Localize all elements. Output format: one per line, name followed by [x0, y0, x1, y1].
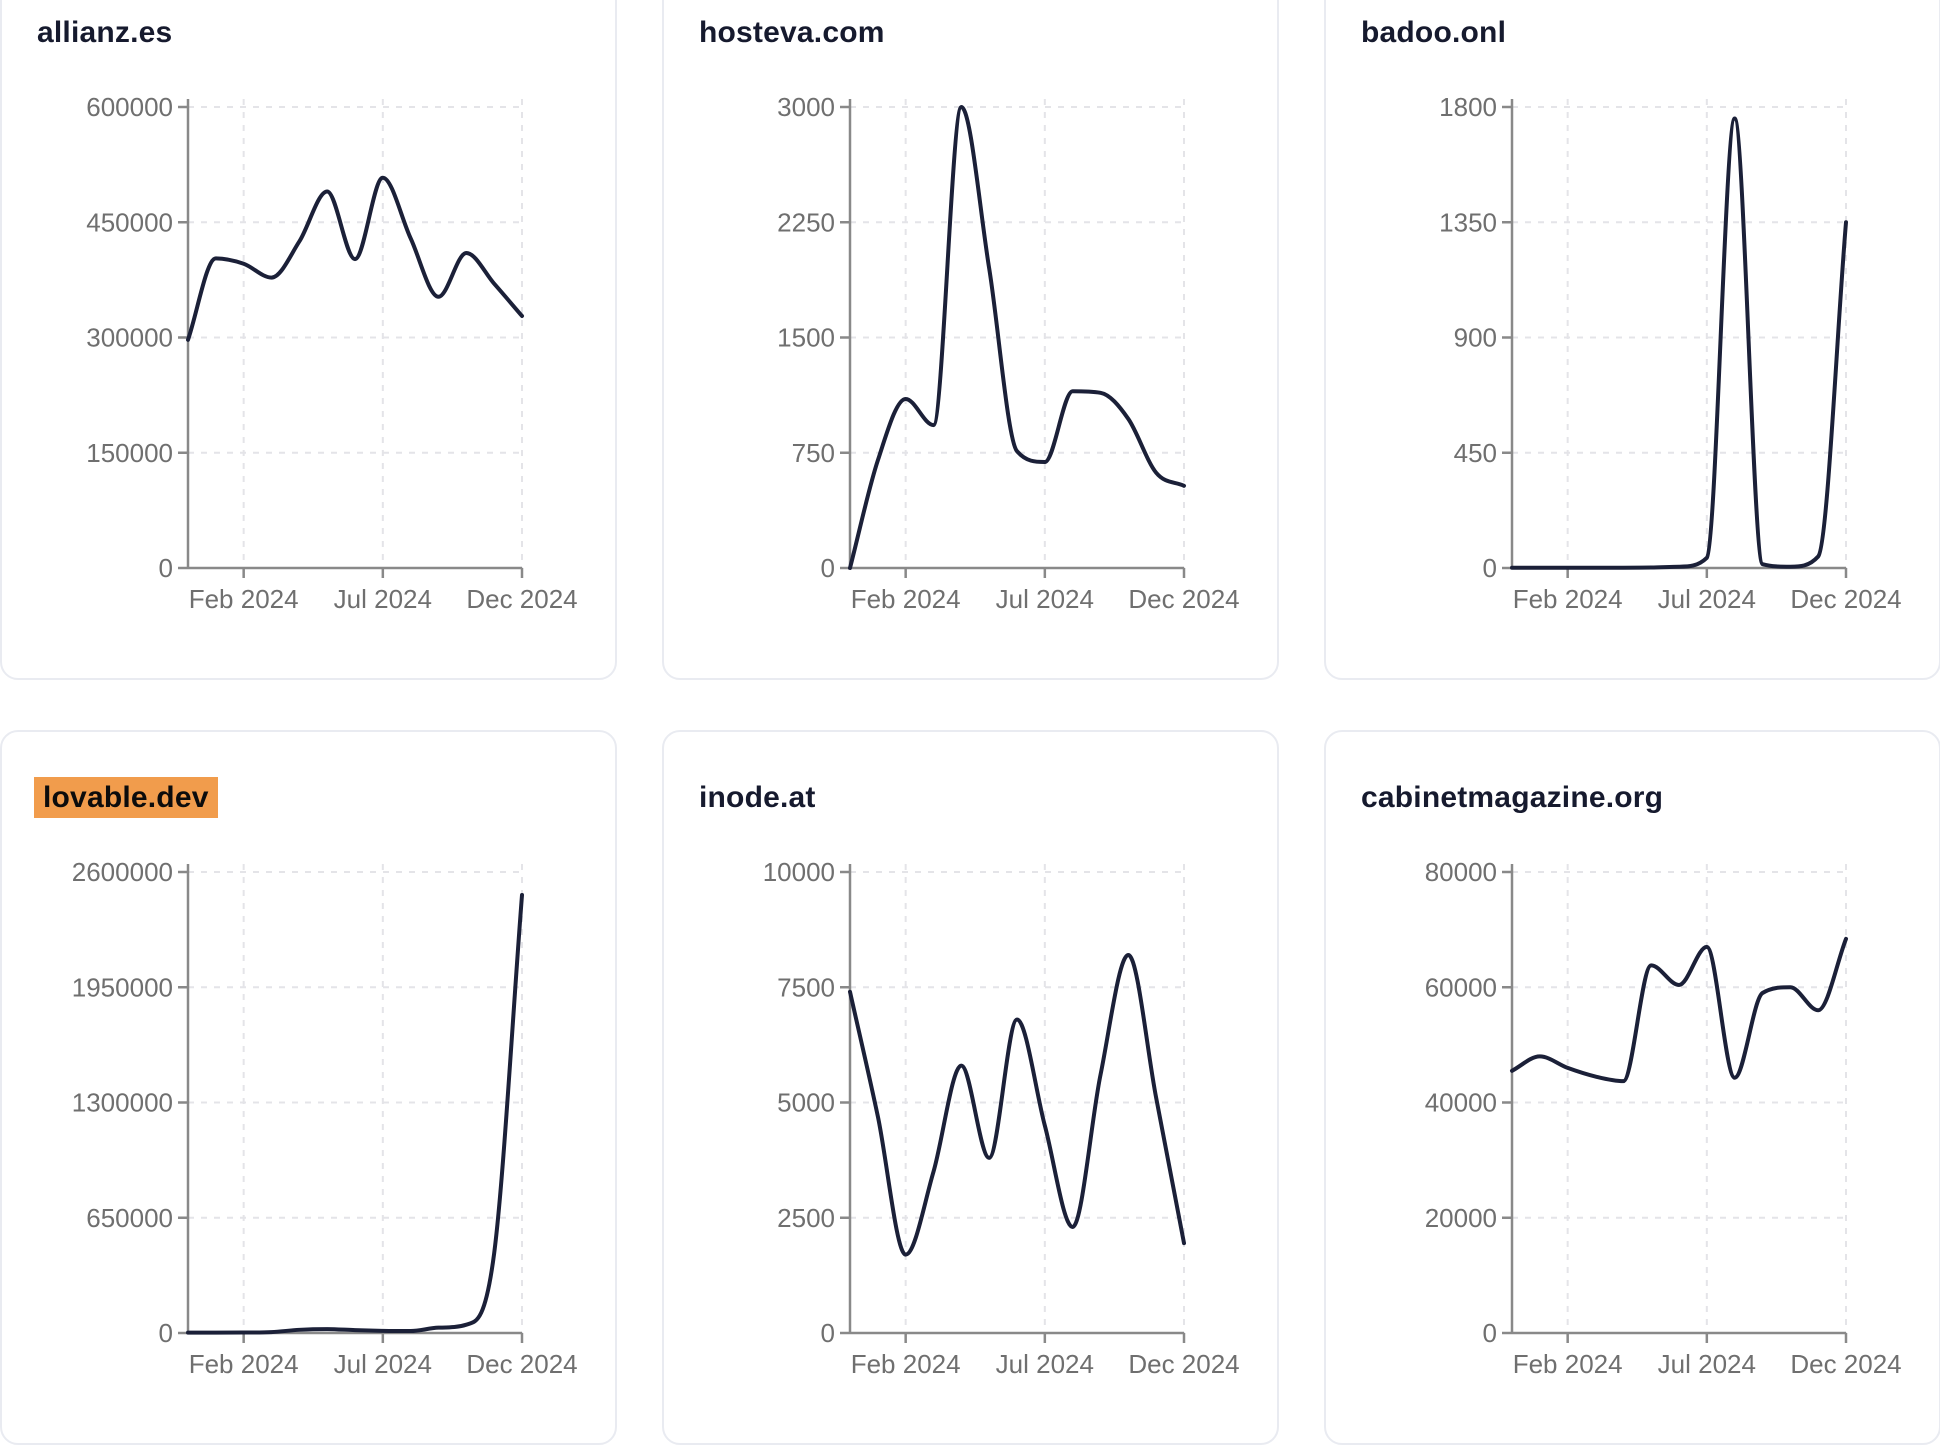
- y-tick-label: 2500: [777, 1203, 835, 1233]
- y-tick-label: 600000: [86, 92, 173, 122]
- y-tick-label: 2250: [777, 207, 835, 237]
- x-tick-label: Dec 2024: [1128, 1349, 1239, 1379]
- x-tick-label: Feb 2024: [189, 1349, 299, 1379]
- chart-title: inode.at: [699, 778, 816, 817]
- line-chart: 0 450 900 1350 1800 Feb 2024 Jul 2024 Dec 2024: [1439, 92, 1902, 614]
- chart-title-text: badoo.onl: [1361, 16, 1507, 49]
- x-tick-label: Jul 2024: [1658, 584, 1756, 614]
- y-tick-label: 1800: [1439, 92, 1497, 122]
- x-tick-label: Jul 2024: [996, 584, 1094, 614]
- y-tick-label: 3000: [777, 92, 835, 122]
- x-tick-label: Feb 2024: [189, 584, 299, 614]
- y-tick-label: 0: [159, 553, 173, 583]
- x-tick-label: Dec 2024: [1128, 584, 1239, 614]
- y-tick-label: 750: [792, 438, 835, 468]
- chart-title-text: cabinetmagazine.org: [1361, 781, 1664, 814]
- chart-card[interactable]: badoo.onl 0 450 900 1350 1800 Feb 2024 Jul 202…: [1324, 0, 1940, 680]
- y-tick-label: 0: [1483, 1318, 1497, 1348]
- y-tick-label: 1350: [1439, 207, 1497, 237]
- y-tick-label: 450000: [86, 207, 173, 237]
- series-line: [848, 105, 1186, 570]
- series-line: [1510, 116, 1848, 570]
- x-tick-label: Dec 2024: [1790, 1349, 1901, 1379]
- y-tick-label: 7500: [777, 972, 835, 1002]
- chart-card[interactable]: inode.at 0 2500 5000 7500 10000 Feb 2024 Jul 2…: [662, 730, 1279, 1445]
- y-tick-label: 0: [821, 1318, 835, 1348]
- y-tick-label: 60000: [1425, 972, 1497, 1002]
- y-tick-label: 650000: [86, 1203, 173, 1233]
- chart-card[interactable]: hosteva.com 0 750 1500 2250 3000 Feb 2024 Jul …: [662, 0, 1279, 680]
- x-tick-label: Feb 2024: [851, 1349, 961, 1379]
- x-tick-label: Feb 2024: [1513, 584, 1623, 614]
- series-line: [848, 952, 1186, 1257]
- x-tick-label: Dec 2024: [466, 584, 577, 614]
- x-tick-label: Jul 2024: [1658, 1349, 1756, 1379]
- chart-title-text: lovable.dev: [34, 777, 218, 818]
- y-tick-label: 450: [1454, 438, 1497, 468]
- y-tick-label: 40000: [1425, 1088, 1497, 1118]
- y-tick-label: 1300000: [72, 1088, 173, 1118]
- x-tick-label: Feb 2024: [851, 584, 961, 614]
- line-chart: 0 20000 40000 60000 80000 Feb 2024 Jul 2024 Dec…: [1425, 857, 1902, 1379]
- y-tick-label: 80000: [1425, 857, 1497, 887]
- y-tick-label: 1500: [777, 323, 835, 353]
- chart-card[interactable]: cabinetmagazine.org 0 20000 40000 60000 8000…: [1324, 730, 1940, 1445]
- x-tick-label: Feb 2024: [1513, 1349, 1623, 1379]
- y-tick-label: 1950000: [72, 972, 173, 1002]
- x-tick-label: Dec 2024: [466, 1349, 577, 1379]
- chart-title: allianz.es: [37, 13, 172, 52]
- line-chart: 0 750 1500 2250 3000 Feb 2024 Jul 2024 Dec 2024: [777, 92, 1240, 614]
- x-tick-label: Jul 2024: [334, 584, 432, 614]
- chart-title: cabinetmagazine.org: [1361, 778, 1663, 817]
- x-tick-label: Jul 2024: [334, 1349, 432, 1379]
- y-tick-label: 2600000: [72, 857, 173, 887]
- y-tick-label: 0: [159, 1318, 173, 1348]
- y-tick-label: 150000: [86, 438, 173, 468]
- y-tick-label: 0: [821, 553, 835, 583]
- series-line: [186, 175, 524, 342]
- chart-title: lovable.dev: [34, 777, 218, 818]
- line-chart: 0 150000 300000 450000 600000 Feb 2024 Jul 202…: [86, 92, 577, 614]
- line-chart: 0 650000 1300000 1950000 2600000 Feb 2024 Jul …: [72, 857, 578, 1379]
- chart-title-text: allianz.es: [37, 16, 173, 49]
- y-tick-label: 0: [1483, 553, 1497, 583]
- x-tick-label: Dec 2024: [1790, 584, 1901, 614]
- x-tick-label: Jul 2024: [996, 1349, 1094, 1379]
- y-tick-label: 300000: [86, 323, 173, 353]
- line-chart: 0 2500 5000 7500 10000 Feb 2024 Jul 2024 Dec 20…: [763, 857, 1240, 1379]
- chart-title-text: inode.at: [699, 781, 816, 814]
- y-tick-label: 5000: [777, 1088, 835, 1118]
- series-line: [186, 893, 524, 1335]
- chart-title-text: hosteva.com: [699, 16, 885, 49]
- chart-card[interactable]: allianz.es 0 150000 300000 450000 600000 Feb …: [0, 0, 617, 680]
- series-line: [1510, 936, 1848, 1084]
- chart-card[interactable]: lovable.dev 0 650000 1300000 1950000 2600000…: [0, 730, 617, 1445]
- chart-title: badoo.onl: [1361, 13, 1506, 52]
- y-tick-label: 10000: [763, 857, 835, 887]
- chart-title: hosteva.com: [699, 13, 885, 52]
- y-tick-label: 900: [1454, 323, 1497, 353]
- y-tick-label: 20000: [1425, 1203, 1497, 1233]
